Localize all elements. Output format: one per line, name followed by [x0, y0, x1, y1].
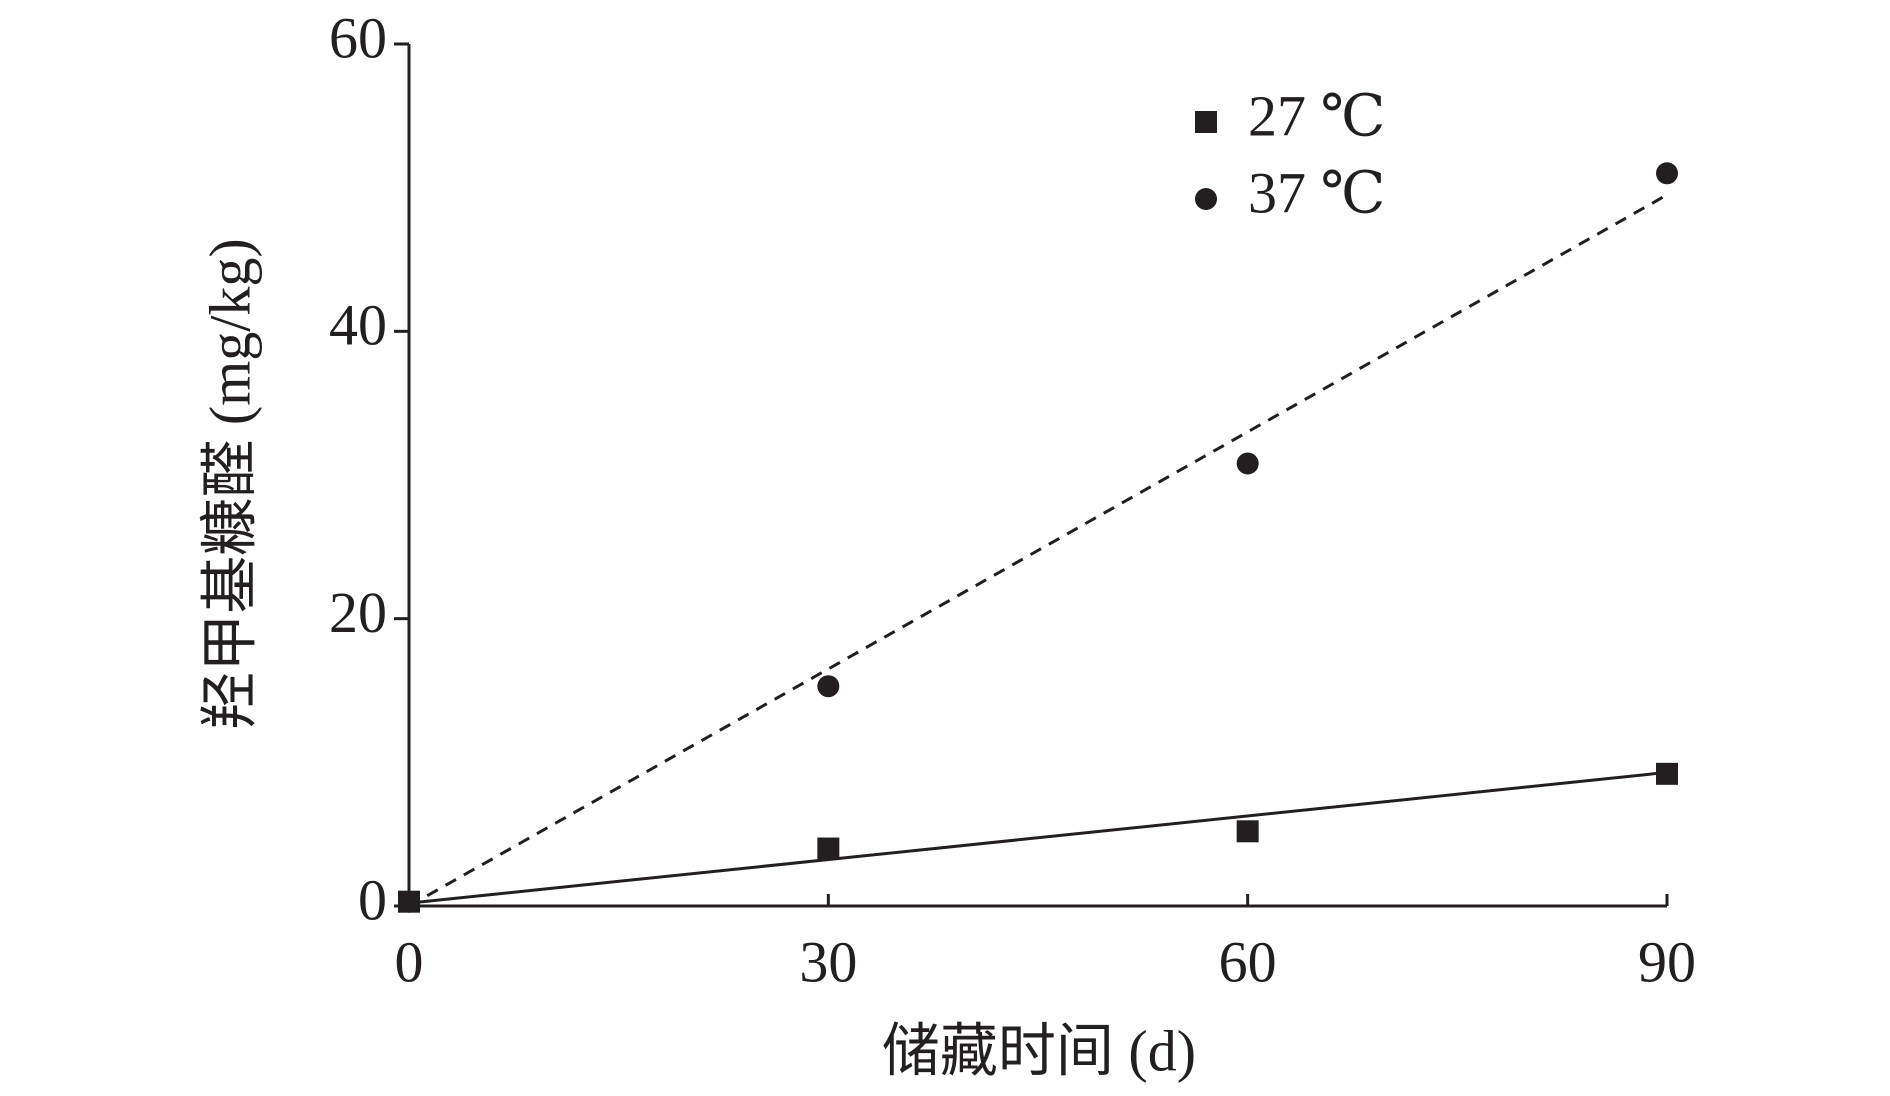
x-tick-label: 0 — [395, 929, 424, 994]
y-tick-label: 0 — [358, 867, 387, 932]
x-axis-label: 储藏时间 (d) — [882, 1018, 1196, 1083]
legend-marker — [1195, 111, 1217, 133]
data-point — [1236, 820, 1259, 843]
data-point — [1236, 452, 1259, 475]
legend-label: 37 ℃ — [1248, 160, 1385, 225]
x-tick-label: 90 — [1638, 929, 1696, 994]
legend-label: 27 ℃ — [1248, 83, 1385, 148]
y-tick-label: 20 — [329, 580, 387, 645]
y-axis-label: 羟甲基糠醛 (mg/kg) — [197, 238, 262, 729]
x-tick-label: 60 — [1219, 929, 1277, 994]
trend-line — [408, 193, 1668, 908]
trend-line — [408, 770, 1668, 905]
data-point — [1656, 162, 1678, 185]
data-point — [398, 890, 420, 913]
legend-marker — [1195, 188, 1217, 210]
y-tick-label: 60 — [329, 5, 387, 70]
x-tick-label: 30 — [799, 929, 857, 994]
data-point — [1656, 762, 1678, 785]
data-point — [817, 675, 840, 698]
data-point — [817, 837, 840, 860]
y-tick-label: 40 — [329, 293, 387, 358]
